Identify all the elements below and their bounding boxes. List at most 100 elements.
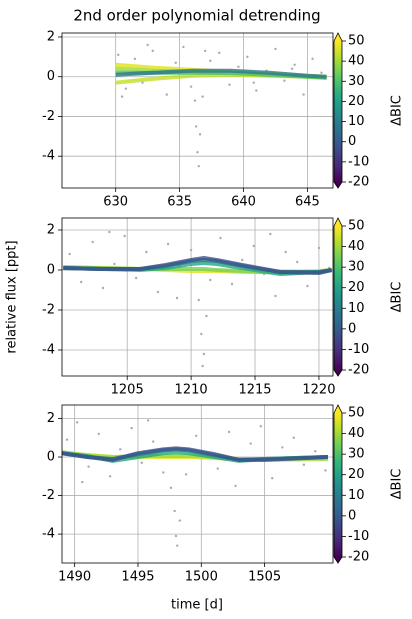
data-point <box>249 442 252 445</box>
colorbar-extend-bottom <box>334 557 342 563</box>
plot-area <box>62 218 333 376</box>
data-point <box>227 430 231 434</box>
colorbar <box>334 413 342 557</box>
data-point <box>173 509 176 513</box>
data-point <box>151 49 154 53</box>
colorbar <box>334 41 342 182</box>
data-point <box>124 87 128 90</box>
model-curve <box>63 256 333 275</box>
data-point <box>246 55 249 59</box>
x-tick-label: 1215 <box>238 383 271 398</box>
data-point <box>252 81 255 84</box>
data-point <box>201 364 204 368</box>
x-axis-label: time [d] <box>171 598 223 613</box>
data-point <box>91 240 94 244</box>
data-point <box>65 438 69 441</box>
colorbar-tick-label: 10 <box>348 301 365 316</box>
data-point <box>296 260 299 264</box>
plot-area <box>62 33 333 188</box>
data-point <box>197 164 200 168</box>
colorbar <box>334 226 342 370</box>
data-point <box>324 469 327 472</box>
data-point <box>205 314 208 318</box>
colorbar-tick-label: 50 <box>348 34 365 49</box>
data-point <box>311 57 314 61</box>
colorbar-tick-label: 40 <box>348 239 365 254</box>
data-point <box>79 280 83 284</box>
data-point <box>302 463 306 466</box>
data-point <box>292 436 295 439</box>
x-tick-label: 1210 <box>175 383 208 398</box>
x-tick-label: 640 <box>231 195 256 210</box>
data-layer <box>62 419 329 547</box>
y-tick-label: 0 <box>47 69 55 84</box>
y-tick-label: 2 <box>47 223 55 238</box>
data-point <box>140 461 143 465</box>
colorbar-extend-bottom <box>334 182 342 188</box>
colorbar-tick-label: 40 <box>348 426 365 441</box>
data-point <box>156 290 160 294</box>
data-point <box>141 81 144 84</box>
colorbar-tick-label: 20 <box>348 94 365 109</box>
x-tick-label: 635 <box>167 195 192 210</box>
data-point <box>197 298 200 302</box>
data-point <box>196 151 199 154</box>
axes-frame <box>61 32 334 189</box>
data-point <box>133 57 137 61</box>
colorbar-tick-label: 10 <box>348 488 365 503</box>
y-tick-label: -4 <box>42 527 55 542</box>
data-point <box>75 421 79 424</box>
data-point <box>151 440 155 443</box>
data-point <box>302 93 305 96</box>
data-point <box>68 252 71 256</box>
data-point <box>198 133 202 136</box>
data-point <box>119 448 122 451</box>
data-point <box>201 95 204 98</box>
y-tick-label: 0 <box>47 450 55 465</box>
data-point <box>184 473 188 476</box>
data-point <box>209 278 212 282</box>
x-tick-label: 1490 <box>58 570 91 585</box>
y-axis-label: relative flux [ppt] <box>5 240 20 353</box>
data-point <box>169 486 173 490</box>
data-point <box>175 296 179 300</box>
data-point <box>162 471 165 474</box>
data-point <box>176 544 179 547</box>
data-point <box>87 465 90 468</box>
y-tick-label: -4 <box>42 149 55 164</box>
colorbar-label: ΔBIC <box>390 282 405 313</box>
colorbar-tick-label: -10 <box>348 342 369 357</box>
data-point <box>108 475 112 478</box>
x-tick-label: 1500 <box>185 570 218 585</box>
data-point <box>252 244 255 248</box>
data-point <box>189 248 193 252</box>
x-tick-label: 645 <box>295 195 320 210</box>
data-point <box>117 53 120 57</box>
data-point <box>178 519 181 522</box>
colorbar-tick-label: 50 <box>348 406 365 421</box>
data-point <box>123 234 126 238</box>
colorbar-extend-top <box>334 405 342 413</box>
colorbar-tick-label: -10 <box>348 529 369 544</box>
data-point <box>81 480 84 484</box>
y-tick-label: -2 <box>42 488 55 503</box>
x-tick-label: 1205 <box>111 383 144 398</box>
colorbar-tick-label: 30 <box>348 74 365 89</box>
data-point <box>274 294 277 298</box>
data-point <box>320 71 323 74</box>
data-point <box>202 352 206 356</box>
data-point <box>189 85 193 88</box>
data-point <box>237 65 240 68</box>
data-point <box>219 236 222 240</box>
data-point <box>200 332 203 336</box>
data-point <box>120 95 124 98</box>
data-point <box>314 450 317 453</box>
colorbar-tick-label: 30 <box>348 260 365 275</box>
colorbar-extend-top <box>334 33 342 41</box>
data-point <box>274 47 277 51</box>
x-tick-label: 630 <box>103 195 128 210</box>
x-tick-label: 1495 <box>121 570 154 585</box>
colorbar-tick-label: -20 <box>348 363 369 378</box>
data-point <box>165 93 169 96</box>
